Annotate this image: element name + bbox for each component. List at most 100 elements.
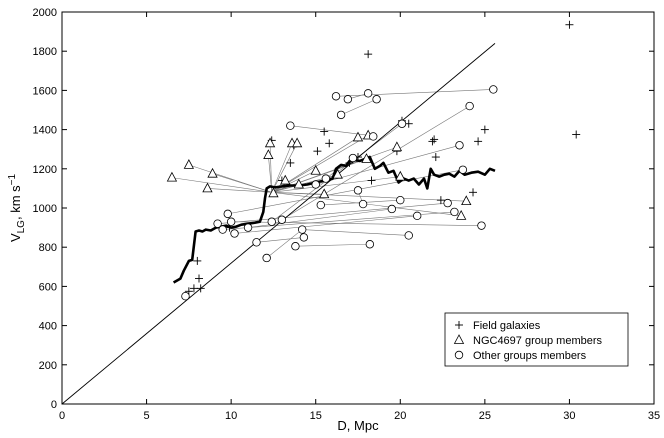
x-tick-label: 0 [59,410,65,422]
y-tick-label: 800 [39,242,57,254]
plus-point [313,147,322,156]
y-tick-label: 1600 [33,85,57,97]
triangle-point [183,159,195,169]
x-tick-label: 35 [648,410,660,422]
plus-point [189,284,198,293]
circle-point [387,204,397,214]
connector-line [271,143,298,193]
circle-point [372,95,381,104]
plus-point [320,127,329,136]
plus-point [469,188,478,197]
legend: Field galaxies NGC4697 group members Other… [444,312,629,367]
connector-line [269,143,273,193]
plus-point [474,137,483,146]
series-plus [184,20,581,296]
connector-line [315,144,460,185]
y-tick-label: 1200 [33,164,57,176]
connector-line [266,229,303,259]
connector-line [207,188,272,193]
plus-point [565,20,574,29]
circle-point [316,200,325,210]
circle-point [252,238,261,247]
y-tick-label: 2000 [33,7,57,19]
legend-label: Other groups members [473,350,587,362]
circle-point [277,215,287,224]
circle-point [267,217,276,226]
connector-line [335,89,494,97]
connector-line [271,143,293,193]
circle-point [336,110,346,120]
circle-point [477,221,486,230]
triangle-point [361,153,372,163]
circle-point [363,89,373,98]
legend-marker-plus [455,321,463,329]
triangle-point [268,187,279,198]
triangle-point [352,131,364,142]
triangle-point [291,137,303,148]
circle-point [226,217,236,226]
y-tick-label: 1800 [33,46,57,58]
circle-point [343,95,353,104]
connector-line [290,125,370,136]
triangle-point [310,164,321,175]
series-triangle [166,129,472,220]
triangle-point [461,195,472,206]
legend-marker-circle [454,350,464,360]
y-axis-label-main: V [8,233,23,242]
connector-line [271,176,401,193]
series-circle [181,85,498,301]
circle-point [443,198,452,208]
circle-point [291,242,300,251]
circle-point [321,174,331,183]
plus-point [480,125,489,134]
legend-label: Field galaxies [473,320,541,332]
circle-point [223,209,232,219]
plus-point [286,158,295,167]
y-tick-label: 1000 [33,203,57,215]
circle-point [413,211,422,221]
circle-point [397,119,407,128]
triangle-point [263,149,274,159]
plus-point [572,130,581,139]
x-tick-label: 5 [144,410,150,422]
connector-line [171,177,272,193]
plus-point [430,135,439,144]
triangle-point [332,168,343,179]
circle-point [297,225,307,234]
connector-line [256,237,304,243]
connector-line [212,173,272,193]
circle-point [348,153,358,163]
plus-point [364,50,373,59]
connector-line [217,202,448,224]
plus-point [193,256,202,265]
circle-point [230,229,239,238]
triangle-point [202,182,213,193]
y-tick-label: 600 [39,281,57,293]
circle-point [489,85,498,94]
circle-point [455,141,464,150]
triangle-point [456,209,467,220]
triangle-point [391,141,403,152]
circle-point [458,165,468,174]
plus-point [195,274,204,283]
circle-point [218,225,227,234]
y-tick-label: 200 [39,360,57,372]
plus-point [367,176,376,185]
triangle-point [280,174,291,185]
legend-box [444,312,629,367]
circle-point [369,132,378,141]
circle-point [213,219,222,228]
connector-line [281,105,470,221]
circle-point [365,240,375,249]
axis-ticks: 0 5 10 15 20 25 30 35 0 200 400 600 800 1000 1200 1400 1… [33,7,661,422]
connector-line [295,243,369,247]
y-tick-label: 1400 [33,125,57,137]
connector-line [271,192,467,202]
circle-point [331,92,341,101]
triangle-point [207,167,218,178]
y-tick-label: 0 [51,399,57,411]
circle-point [404,231,413,240]
y-axis-label-units: , km s [8,185,23,220]
y-tick-label: 400 [39,321,57,333]
